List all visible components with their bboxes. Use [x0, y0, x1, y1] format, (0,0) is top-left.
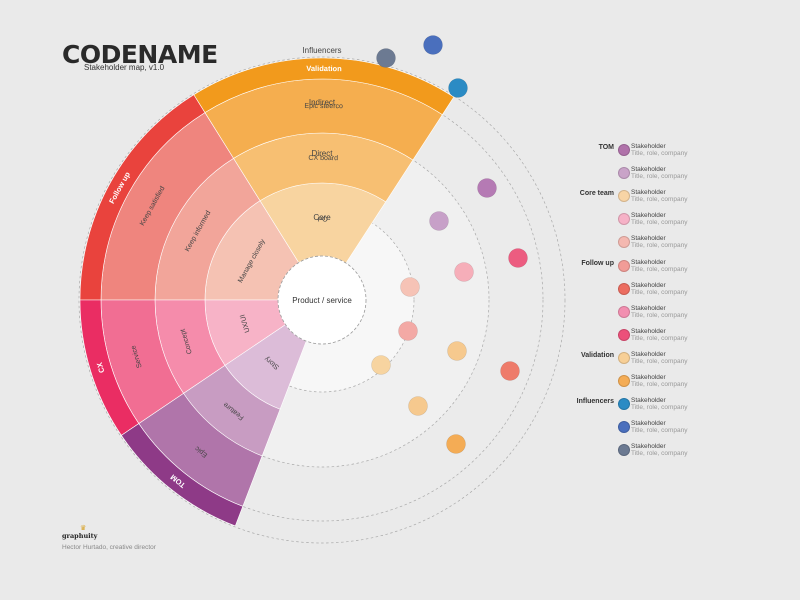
crown-icon: ♛ — [80, 525, 87, 532]
legend-stakeholder-name: Stakeholder — [631, 281, 666, 289]
legend-stakeholder-name: Stakeholder — [631, 350, 666, 358]
wedge-item-label: Epic steerco — [304, 103, 343, 110]
legend-row: Stakeholder Title, role, company — [560, 279, 800, 302]
legend-group-label: Follow up — [581, 259, 614, 267]
stakeholder-dot[interactable] — [454, 262, 474, 282]
legend-stakeholder-name: Stakeholder — [631, 327, 666, 335]
legend-row: Core team Stakeholder Title, role, company — [560, 186, 800, 209]
legend-stakeholder-name: Stakeholder — [631, 166, 666, 174]
legend-stakeholder-name: Stakeholder — [631, 397, 666, 405]
stakeholder-dot[interactable] — [371, 355, 391, 375]
legend-swatch — [618, 305, 630, 318]
legend-swatch — [618, 328, 630, 341]
legend-stakeholder-name: Stakeholder — [631, 258, 666, 266]
ring-label: Direct — [312, 149, 334, 158]
legend-stakeholder-name: Stakeholder — [631, 235, 666, 243]
legend-row: Influencers Stakeholder Title, role, compa… — [560, 394, 800, 417]
center-circle — [277, 255, 367, 345]
legend-stakeholder-role: Title, role, company — [631, 265, 688, 273]
legend-stakeholder-role: Title, role, company — [631, 219, 688, 227]
legend-swatch — [618, 167, 630, 180]
legend-row: Stakeholder Title, role, company — [560, 417, 800, 440]
stakeholder-dot[interactable] — [447, 341, 467, 361]
legend-swatch — [618, 236, 630, 249]
legend-stakeholder-name: Stakeholder — [631, 443, 666, 451]
legend-swatch — [618, 375, 630, 387]
legend-stakeholder-role: Title, role, company — [631, 450, 688, 458]
ring-label: Influencers — [302, 46, 341, 55]
center-label: Product / service — [292, 296, 352, 305]
legend-row: TOM Stakeholder Title, role, company — [560, 140, 800, 163]
legend-swatch — [618, 398, 630, 411]
stakeholder-dot[interactable] — [448, 78, 468, 98]
wedge-item-label: CX board — [308, 155, 338, 162]
legend-swatch — [618, 421, 630, 434]
legend-row: Stakeholder Title, role, company — [560, 371, 800, 394]
legend-group-label: Influencers — [576, 398, 614, 406]
legend-row: Stakeholder Title, role, company — [560, 232, 800, 255]
wedge-item-label: PO — [318, 216, 329, 223]
legend-group-label: Core team — [579, 190, 614, 198]
legend-stakeholder-role: Title, role, company — [631, 150, 688, 157]
legend-swatch — [618, 444, 630, 457]
stakeholder-dot[interactable] — [398, 321, 418, 341]
legend-stakeholder-name: Stakeholder — [631, 304, 666, 312]
ring-label: Core — [313, 213, 331, 222]
category-label: CX — [95, 361, 107, 374]
page-subtitle: Stakeholder map, v1.0 — [84, 63, 165, 72]
legend-row: Stakeholder Title, role, company — [560, 440, 800, 463]
legend-stakeholder-role: Title, role, company — [631, 381, 688, 388]
stakeholder-dot[interactable] — [429, 211, 449, 231]
author-credit: Hector Hurtado, creative director — [62, 544, 156, 551]
legend-swatch — [618, 259, 630, 272]
legend-stakeholder-role: Title, role, company — [631, 288, 688, 296]
legend-group-label: TOM — [598, 144, 614, 151]
legend-swatch — [618, 213, 630, 226]
legend-stakeholder-name: Stakeholder — [631, 212, 666, 220]
legend-stakeholder-role: Title, role, company — [631, 357, 688, 365]
legend-group-label: Validation — [580, 351, 614, 359]
legend-stakeholder-name: Stakeholder — [631, 189, 666, 197]
page-title: CODENAME — [62, 40, 218, 69]
legend-stakeholder-name: Stakeholder — [631, 374, 666, 381]
stakeholder-dot[interactable] — [400, 277, 420, 297]
legend-stakeholder-role: Title, role, company — [631, 404, 688, 412]
legend-row: Stakeholder Title, role, company — [560, 163, 800, 186]
stakeholder-dot[interactable] — [408, 396, 428, 416]
stakeholder-dot[interactable] — [376, 48, 396, 68]
stakeholder-dot[interactable] — [500, 361, 520, 381]
legend-row: Stakeholder Title, role, company — [560, 325, 800, 348]
stakeholder-dot[interactable] — [508, 248, 528, 268]
legend-stakeholder-role: Title, role, company — [631, 427, 688, 435]
category-label: Validation — [306, 64, 342, 73]
legend-stakeholder-role: Title, role, company — [631, 334, 688, 342]
stakeholder-dot[interactable] — [477, 178, 497, 198]
legend-stakeholder-name: Stakeholder — [631, 420, 666, 428]
legend-row: Stakeholder Title, role, company — [560, 302, 800, 325]
legend-row: Validation Stakeholder Title, role, compan… — [560, 348, 800, 371]
legend-stakeholder-role: Title, role, company — [631, 196, 688, 204]
ring-circle — [78, 56, 566, 544]
brand-logo: graphuity — [62, 532, 98, 540]
legend-row: Stakeholder Title, role, company — [560, 209, 800, 232]
stakeholder-dot[interactable] — [446, 434, 466, 454]
stakeholder-dot[interactable] — [423, 35, 443, 55]
legend-stakeholder-name: Stakeholder — [631, 143, 666, 150]
wedge-band — [120, 423, 244, 527]
ring-label: Indirect — [309, 98, 336, 107]
legend-stakeholder-role: Title, role, company — [631, 311, 688, 319]
legend-swatch — [618, 282, 630, 295]
legend-swatch — [618, 190, 630, 203]
legend-swatch — [618, 351, 630, 364]
legend-row: Follow up Stakeholder Title, role, company — [560, 256, 800, 279]
legend-swatch — [618, 144, 630, 156]
legend-stakeholder-role: Title, role, company — [631, 242, 688, 250]
legend-stakeholder-role: Title, role, company — [631, 173, 688, 181]
